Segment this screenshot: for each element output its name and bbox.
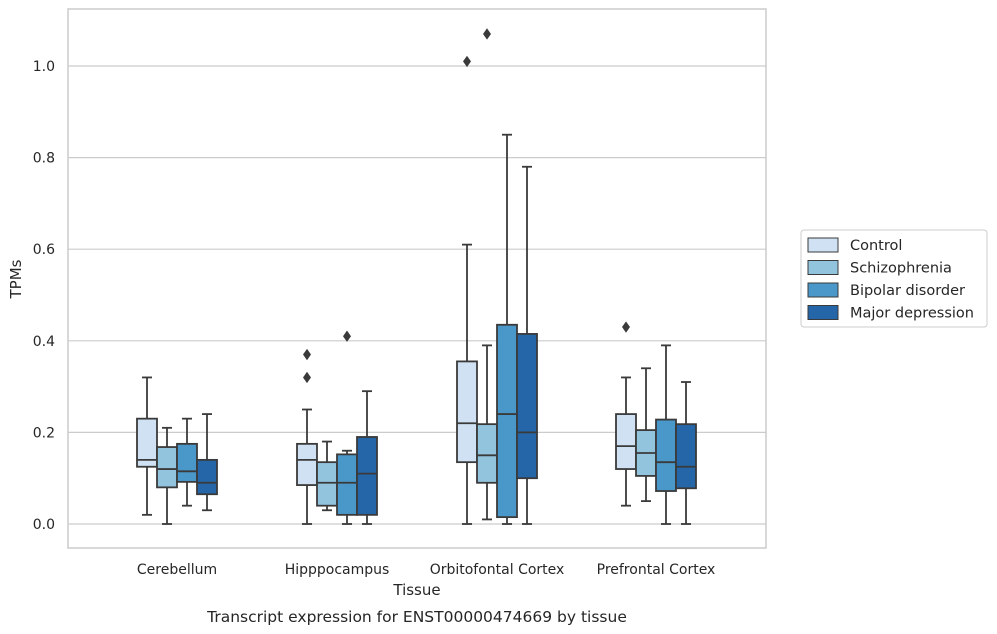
box xyxy=(456,55,478,525)
gridlines xyxy=(68,65,766,525)
y-tick-label: 0.6 xyxy=(33,242,55,258)
series-schizophrenia xyxy=(156,28,657,525)
box xyxy=(635,367,657,503)
box xyxy=(496,133,518,525)
box-rect xyxy=(296,442,318,486)
outlier-point xyxy=(483,28,491,40)
box xyxy=(356,390,378,525)
legend-label: Bipolar disorder xyxy=(850,283,965,299)
box-rect xyxy=(136,417,158,468)
y-tick-label: 0.0 xyxy=(33,517,55,533)
series-major-depression xyxy=(196,165,697,525)
box-rect xyxy=(156,446,178,489)
legend-label: Major depression xyxy=(850,306,974,322)
legend-items: Control Schizophrenia Bipolar disorder Majo… xyxy=(807,237,974,322)
box-rect xyxy=(176,442,198,483)
x-tick-label: Cerebellum xyxy=(137,562,217,578)
y-tick-labels: 0.0 0.2 0.4 0.6 0.8 1.0 xyxy=(33,59,55,533)
y-tick-label: 0.4 xyxy=(33,334,55,350)
outlier-point xyxy=(303,371,311,384)
box-rect xyxy=(516,333,538,480)
legend-label: Control xyxy=(850,238,902,254)
legend-swatch xyxy=(807,237,839,253)
outlier-point xyxy=(343,330,351,342)
figure-caption: Transcript expression for ENST0000047466… xyxy=(206,608,627,626)
box xyxy=(336,330,358,525)
box xyxy=(476,28,498,521)
box xyxy=(136,376,158,516)
legend-swatch xyxy=(807,260,839,275)
box xyxy=(296,348,318,525)
legend: Control Schizophrenia Bipolar disorder Majo… xyxy=(800,229,988,328)
legend-swatch xyxy=(807,282,839,298)
plot-frame xyxy=(67,8,767,549)
box-rect xyxy=(196,458,218,496)
outlier-point xyxy=(303,348,311,361)
series-control xyxy=(136,55,637,525)
outlier-point xyxy=(463,55,471,68)
legend-swatch xyxy=(807,305,839,320)
box-rect xyxy=(356,436,378,516)
box-rect xyxy=(336,453,358,516)
x-tick-label: Orbitofontal Cortex xyxy=(430,562,565,578)
box-rect xyxy=(496,323,518,519)
box xyxy=(675,381,697,525)
box-rect xyxy=(655,418,677,492)
box xyxy=(176,417,198,507)
y-axis-label: TPMs xyxy=(7,259,25,299)
box xyxy=(516,165,538,525)
box-rect xyxy=(675,423,697,490)
box-groups xyxy=(136,28,697,525)
box-rect xyxy=(316,461,338,507)
box-rect xyxy=(615,413,637,470)
legend-item: Control xyxy=(807,237,902,254)
outlier-point xyxy=(622,321,630,333)
box xyxy=(156,426,178,525)
y-tick-label: 0.8 xyxy=(33,151,55,167)
y-tick-label: 1.0 xyxy=(33,59,55,75)
x-axis-label: Tissue xyxy=(392,581,440,599)
x-tick-labels: Cerebellum Hipppocampus Orbitofontal Corte… xyxy=(137,562,715,578)
legend-label: Schizophrenia xyxy=(850,261,952,277)
legend-item: Schizophrenia xyxy=(807,260,952,277)
box-rect xyxy=(476,423,498,484)
legend-item: Major depression xyxy=(807,305,974,322)
box xyxy=(196,413,218,512)
y-tick-label: 0.2 xyxy=(33,425,55,441)
x-tick-label: Hipppocampus xyxy=(285,562,390,578)
series-bipolar-disorder xyxy=(176,133,677,525)
box-rect xyxy=(456,360,478,464)
x-tick-label: Prefrontal Cortex xyxy=(597,562,716,578)
box xyxy=(655,344,677,525)
box xyxy=(316,440,338,512)
box xyxy=(615,321,637,507)
legend-frame xyxy=(800,229,988,328)
legend-item: Bipolar disorder xyxy=(807,282,965,299)
